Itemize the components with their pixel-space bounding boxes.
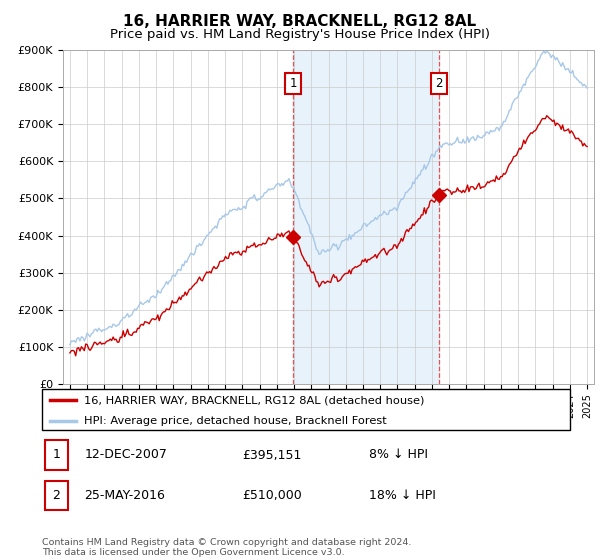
Text: 1: 1 bbox=[289, 77, 297, 90]
Text: Contains HM Land Registry data © Crown copyright and database right 2024.
This d: Contains HM Land Registry data © Crown c… bbox=[42, 538, 412, 557]
Text: 18% ↓ HPI: 18% ↓ HPI bbox=[370, 489, 436, 502]
Text: £510,000: £510,000 bbox=[242, 489, 302, 502]
Text: 16, HARRIER WAY, BRACKNELL, RG12 8AL (detached house): 16, HARRIER WAY, BRACKNELL, RG12 8AL (de… bbox=[84, 395, 425, 405]
Text: 8% ↓ HPI: 8% ↓ HPI bbox=[370, 449, 428, 461]
Bar bbox=[44, 440, 68, 469]
Text: 2: 2 bbox=[435, 77, 443, 90]
Text: 25-MAY-2016: 25-MAY-2016 bbox=[84, 489, 165, 502]
Text: £395,151: £395,151 bbox=[242, 449, 302, 461]
Text: HPI: Average price, detached house, Bracknell Forest: HPI: Average price, detached house, Brac… bbox=[84, 416, 387, 426]
Bar bbox=[44, 481, 68, 511]
Text: 12-DEC-2007: 12-DEC-2007 bbox=[84, 449, 167, 461]
Text: Price paid vs. HM Land Registry's House Price Index (HPI): Price paid vs. HM Land Registry's House … bbox=[110, 28, 490, 41]
Text: 1: 1 bbox=[53, 449, 61, 461]
Bar bbox=[293, 50, 439, 384]
Text: 16, HARRIER WAY, BRACKNELL, RG12 8AL: 16, HARRIER WAY, BRACKNELL, RG12 8AL bbox=[124, 14, 476, 29]
Text: 2: 2 bbox=[53, 489, 61, 502]
